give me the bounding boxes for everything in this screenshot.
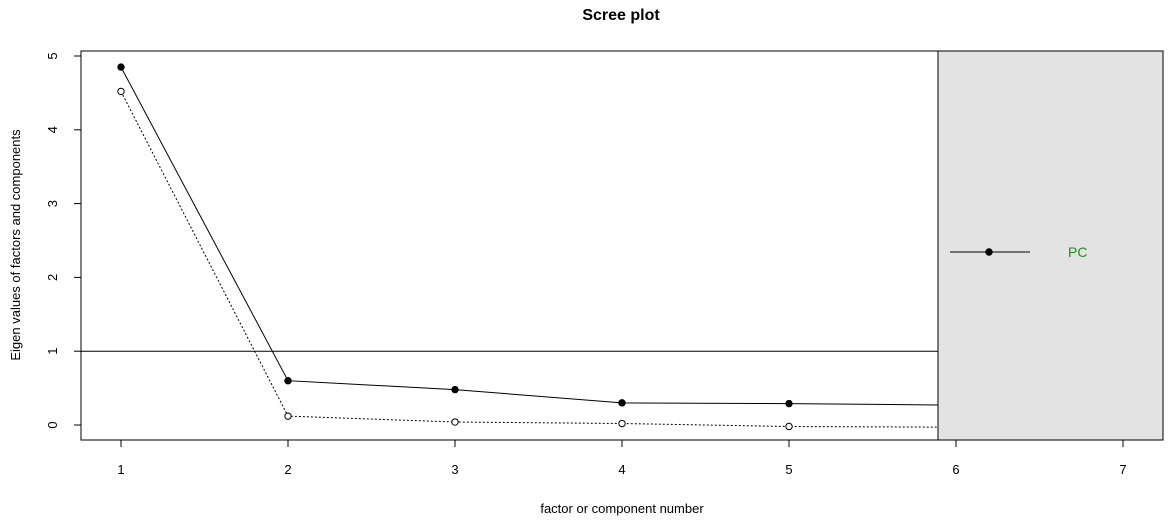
y-tick-label: 5 — [45, 52, 60, 59]
x-axis-label: factor or component number — [540, 501, 704, 516]
x-tick-label: 1 — [117, 462, 124, 477]
y-tick-label: 1 — [45, 348, 60, 355]
series-0-point — [785, 399, 793, 408]
x-tick-label: 4 — [618, 462, 625, 477]
legend-marker — [985, 248, 993, 256]
y-tick-label: 2 — [45, 274, 60, 281]
series-1-point — [618, 419, 626, 428]
legend-box — [937, 50, 1164, 441]
series-line-0 — [120, 66, 938, 406]
x-tick-label: 3 — [451, 462, 458, 477]
series-line-1 — [120, 91, 938, 428]
series-1-point — [117, 87, 125, 96]
series-1-point — [785, 422, 793, 431]
series-0-point — [451, 385, 459, 394]
chart-title: Scree plot — [582, 7, 660, 24]
y-tick-label: 3 — [45, 200, 60, 207]
series-0-point — [117, 63, 125, 71]
x-tick-label: 6 — [952, 462, 959, 477]
legend-label: PC — [1068, 244, 1087, 260]
y-axis-label: Eigen values of factors and components — [8, 129, 23, 361]
x-tick-label: 5 — [785, 462, 792, 477]
series-1-point — [284, 412, 292, 420]
x-tick-label: 7 — [1119, 462, 1126, 477]
series-0-point — [618, 399, 626, 407]
y-tick-label: 4 — [45, 126, 60, 133]
series-1-point — [451, 418, 459, 426]
y-tick-label: 0 — [45, 421, 60, 428]
series-0-point — [284, 377, 292, 385]
x-tick-label: 2 — [284, 462, 291, 477]
